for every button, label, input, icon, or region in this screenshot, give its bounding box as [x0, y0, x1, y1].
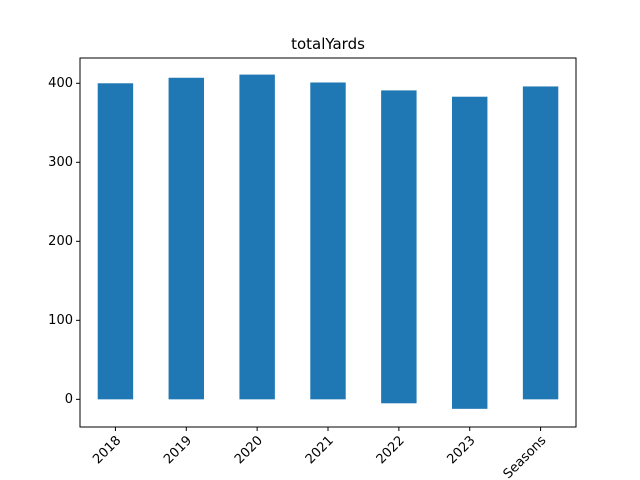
- x-tick-label: 2018: [90, 433, 124, 467]
- bar-seasons: [522, 86, 559, 400]
- bar-2020: [239, 74, 275, 400]
- y-axis: 0 100 200 300 400: [48, 76, 80, 407]
- y-tick-label: 100: [48, 313, 73, 328]
- bar-2019: [168, 77, 204, 400]
- x-tick-label: 2022: [374, 433, 408, 467]
- y-tick-label: 400: [48, 76, 73, 91]
- x-tick-label: Seasons: [501, 433, 550, 480]
- chart-title: totalYards: [291, 35, 365, 53]
- x-tick-label: 2023: [445, 433, 479, 467]
- x-tick-label: 2020: [232, 433, 266, 467]
- x-tick-label: 2019: [161, 433, 195, 467]
- bar-2018: [97, 83, 134, 400]
- bar-2022: [381, 90, 417, 404]
- plot-frame: [79, 57, 577, 428]
- bar-2023: [452, 96, 488, 409]
- x-tick-label: 2021: [303, 433, 337, 467]
- bar-2021: [310, 82, 346, 400]
- y-tick-label: 300: [48, 155, 73, 170]
- x-axis: 2018 2019 2020 2021 2022 2023 Seasons: [90, 427, 550, 480]
- y-tick-label: 0: [65, 392, 73, 407]
- y-tick-label: 200: [48, 234, 73, 249]
- bars: [97, 74, 559, 409]
